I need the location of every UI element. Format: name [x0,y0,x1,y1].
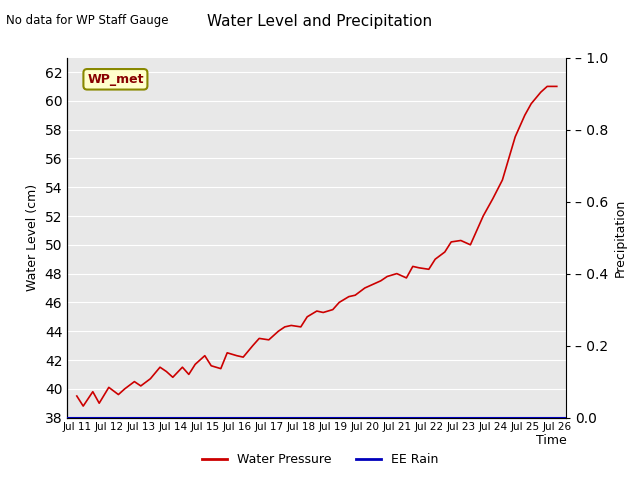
Legend: Water Pressure, EE Rain: Water Pressure, EE Rain [196,448,444,471]
Y-axis label: Water Level (cm): Water Level (cm) [26,184,39,291]
Y-axis label: Precipitation: Precipitation [614,198,627,277]
Text: Time: Time [536,434,566,447]
Text: No data for WP Staff Gauge: No data for WP Staff Gauge [6,14,169,27]
Text: WP_met: WP_met [87,73,143,86]
Text: Water Level and Precipitation: Water Level and Precipitation [207,14,433,29]
